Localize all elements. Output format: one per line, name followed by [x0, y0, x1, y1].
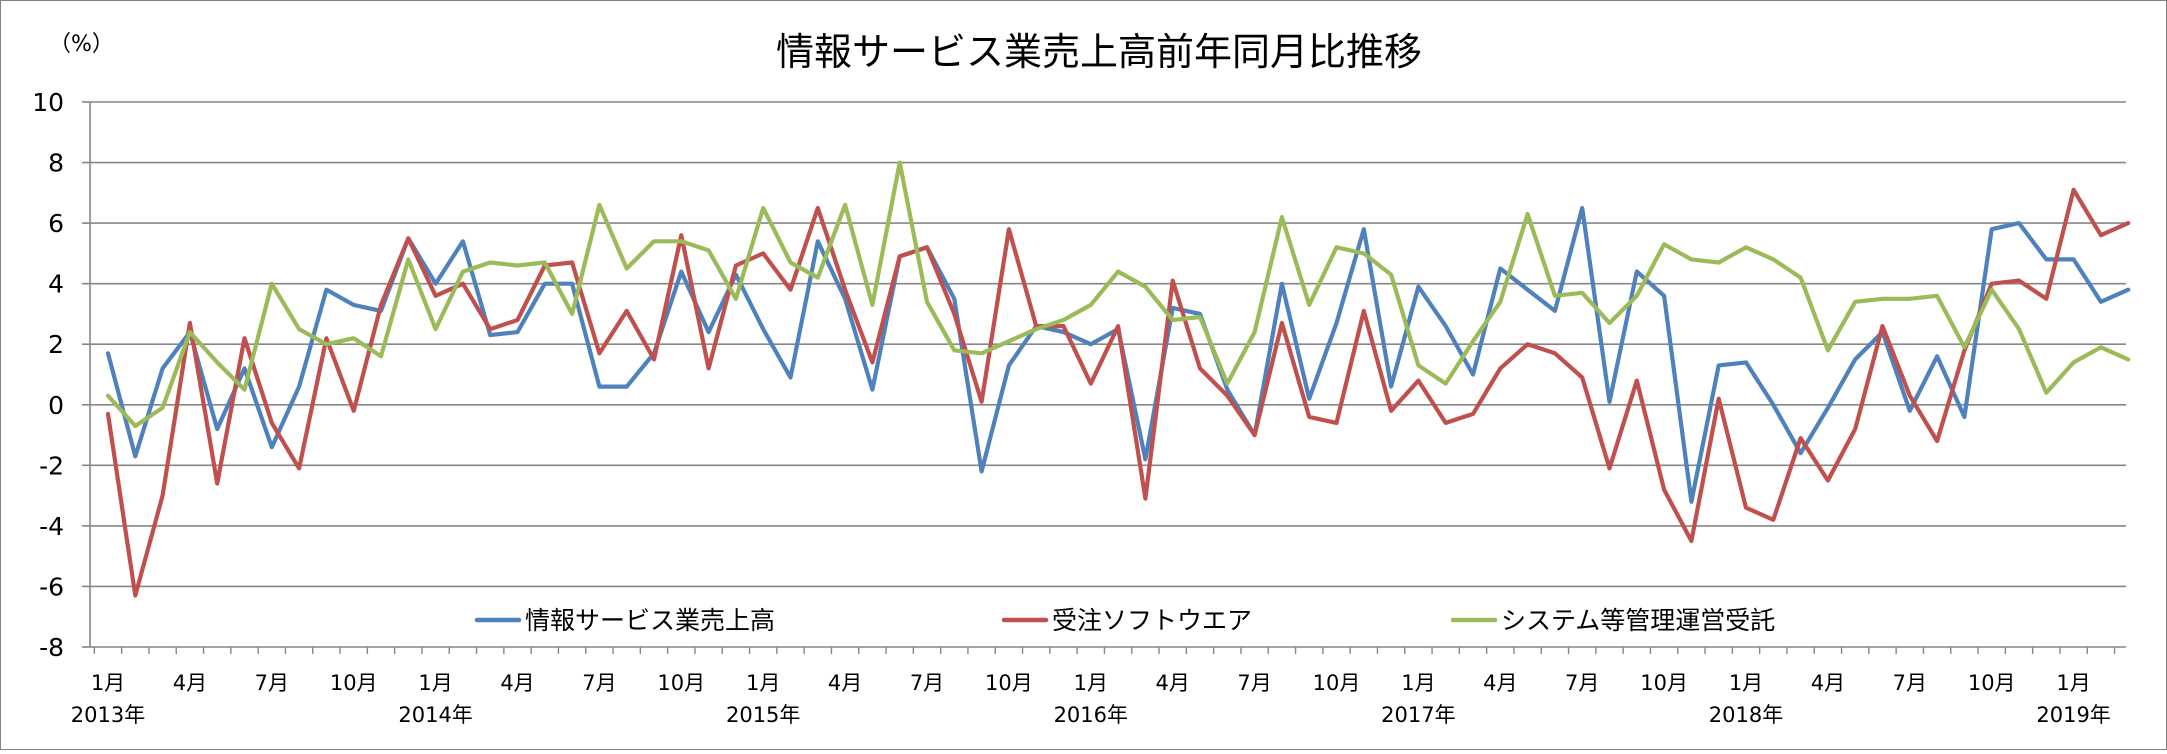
x-tick-label-month: 7月	[255, 671, 289, 695]
legend-label-2: 受注ソフトウエア	[1052, 606, 1252, 635]
x-tick-label-year: 2017年	[1381, 703, 1455, 727]
x-tick-label-month: 1月	[1074, 671, 1108, 695]
x-tick-label-year: 2019年	[2036, 703, 2110, 727]
y-tick-label: 8	[48, 149, 64, 178]
x-tick-label-month: 7月	[910, 671, 944, 695]
chart-title: 情報サービス業売上高前年同月比推移	[776, 30, 1422, 74]
x-tick-label-month: 1月	[1729, 671, 1763, 695]
y-tick-label: -8	[39, 633, 64, 662]
x-tick-label-year: 2015年	[726, 703, 800, 727]
y-tick-label: -4	[39, 512, 64, 541]
x-tick-label-month: 4月	[1156, 671, 1190, 695]
axes	[82, 101, 2116, 654]
series-lines	[105, 160, 2131, 598]
legend-label-3: システム等管理運営受託	[1501, 606, 1775, 635]
y-tick-label: 4	[48, 270, 64, 299]
x-tick-label-month: 4月	[173, 671, 207, 695]
gridlines	[90, 101, 2126, 648]
x-axis-ticks: 1月 2013年 4月 7月 10月 1月 2014年 4月 7月 10月 1月 2015年 4月 7月 1…	[71, 671, 2111, 727]
x-tick-label-month: 10月	[330, 671, 378, 695]
x-tick-label-month: 7月	[1565, 671, 1599, 695]
x-tick-label-month: 10月	[657, 671, 705, 695]
x-tick-label-month: 10月	[1313, 671, 1361, 695]
x-tick-label-month: 4月	[1483, 671, 1517, 695]
legend-label-1: 情報サービス業売上高	[525, 606, 775, 635]
x-tick-label-month: 10月	[1968, 671, 2016, 695]
y-tick-label: -6	[39, 572, 64, 601]
x-tick-label-year: 2014年	[398, 703, 472, 727]
x-tick-label-year: 2013年	[71, 703, 145, 727]
series-line-3	[105, 160, 2131, 429]
x-tick-label-month: 1月	[1401, 671, 1435, 695]
x-tick-label-month: 4月	[828, 671, 862, 695]
x-tick-label-month: 7月	[1893, 671, 1927, 695]
x-tick-label-month: 7月	[1237, 671, 1271, 695]
y-axis-ticks: 10 8 6 4 2 0 -2 -4 -6 -8	[32, 88, 64, 662]
x-tick-label-month: 10月	[1640, 671, 1688, 695]
y-tick-label: -2	[39, 451, 64, 480]
x-tick-label-month: 1月	[91, 671, 125, 695]
y-tick-label: 6	[48, 209, 64, 238]
y-axis-unit-label: （%）	[49, 32, 114, 57]
y-tick-label: 10	[32, 88, 64, 117]
x-tick-label-year: 2018年	[1709, 703, 1783, 727]
x-tick-label-month: 10月	[985, 671, 1033, 695]
x-tick-label-year: 2016年	[1054, 703, 1128, 727]
x-tick-label-month: 4月	[1811, 671, 1845, 695]
x-tick-label-month: 7月	[582, 671, 616, 695]
series-line-2	[105, 187, 2131, 598]
x-tick-label-month: 1月	[746, 671, 780, 695]
y-tick-label: 2	[48, 330, 64, 359]
series-line-1	[105, 205, 2131, 504]
y-tick-label: 0	[48, 391, 64, 420]
x-tick-label-month: 1月	[2056, 671, 2090, 695]
x-tick-label-month: 1月	[418, 671, 452, 695]
legend: 情報サービス業売上高 受注ソフトウエア システム等管理運営受託	[474, 606, 1775, 635]
x-tick-label-month: 4月	[500, 671, 534, 695]
